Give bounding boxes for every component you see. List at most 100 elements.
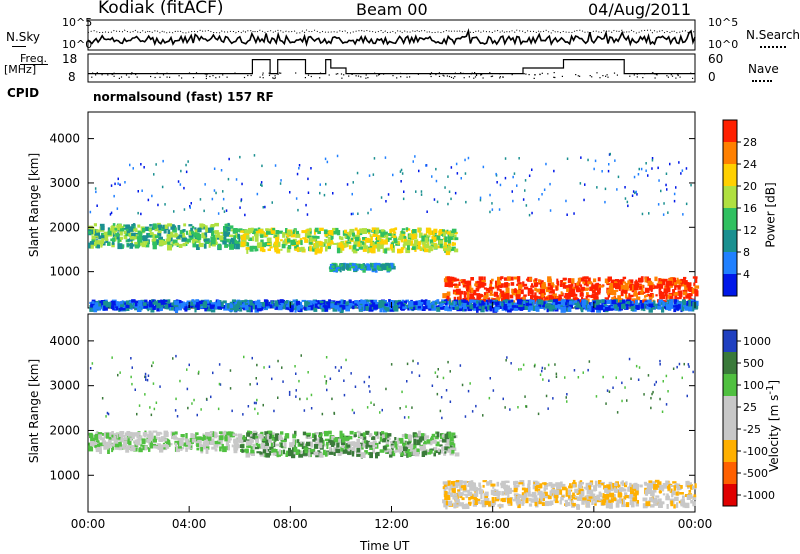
heat-cell (688, 490, 692, 493)
heat-cell (94, 302, 99, 307)
heat-cell (371, 227, 376, 232)
nave-dot (435, 74, 437, 76)
heat-cell (622, 281, 627, 284)
scatter-echo (673, 192, 676, 196)
heat-cell (624, 293, 627, 299)
heat-cell (322, 449, 326, 456)
nave-dot (150, 75, 152, 78)
heat-cell (541, 280, 544, 284)
scatter-echo (504, 157, 507, 160)
scatter-echo (573, 212, 575, 215)
heat-cell (681, 305, 685, 312)
heat-cell (495, 306, 500, 310)
heat-cell (365, 237, 370, 243)
heat-cell (364, 299, 369, 305)
heat-cell (412, 449, 416, 456)
heat-cell (432, 437, 436, 440)
heat-cell (560, 280, 563, 285)
heat-cell (385, 441, 390, 445)
heat-cell (391, 249, 395, 253)
heat-cell (356, 229, 360, 235)
heat-cell (152, 430, 158, 433)
heat-cell (610, 486, 614, 492)
heat-cell (272, 437, 275, 441)
heat-cell (533, 296, 537, 303)
heat-cell (376, 262, 381, 265)
heat-cell (586, 490, 591, 495)
heat-cell (274, 235, 278, 239)
heat-cell (125, 233, 130, 237)
heat-cell (508, 487, 512, 494)
heat-cell (248, 304, 253, 308)
heat-cell (278, 435, 283, 441)
heat-cell (672, 490, 676, 496)
heat-cell (632, 497, 638, 502)
heat-cell (559, 499, 562, 505)
heat-cell (608, 500, 612, 503)
heat-cell (596, 494, 601, 501)
nave-dot (101, 74, 103, 76)
heat-cell (547, 282, 552, 287)
scatter-echo (454, 191, 457, 195)
nave-dot (460, 72, 462, 74)
heat-cell (308, 302, 313, 306)
nave-dot (272, 77, 274, 79)
heat-cell (146, 439, 152, 443)
heat-cell (253, 431, 258, 436)
nave-dot (92, 72, 94, 74)
heat-cell (635, 490, 639, 496)
heat-cell (89, 433, 94, 439)
heat-cell (252, 236, 255, 242)
heat-cell (657, 498, 662, 502)
heat-cell (377, 267, 382, 270)
heat-cell (262, 449, 267, 454)
heat-cell (479, 278, 483, 283)
heat-cell (521, 501, 525, 506)
heat-cell (291, 452, 296, 459)
heat-cell (134, 300, 138, 304)
heat-cell (367, 248, 370, 254)
heat-cell (155, 239, 161, 244)
heat-cell (544, 297, 549, 300)
heat-cell (447, 500, 453, 506)
nsearch-line (87, 29, 696, 34)
heat-cell (688, 293, 693, 297)
heat-cell (588, 485, 591, 490)
scatter-echo (271, 201, 273, 204)
heat-cell (452, 283, 455, 286)
heat-cell (301, 246, 305, 252)
heat-cell (675, 285, 679, 288)
heat-cell (443, 502, 447, 508)
scatter-echo (513, 172, 516, 175)
scatter-echo (137, 211, 139, 215)
heat-cell (231, 431, 234, 436)
heat-cell (444, 240, 447, 246)
heat-cell (615, 502, 620, 508)
heat-cell (559, 284, 563, 287)
heat-cell (93, 305, 97, 311)
heat-cell (172, 234, 178, 238)
heat-cell (482, 484, 485, 488)
heat-cell (374, 267, 378, 273)
heat-cell (267, 449, 270, 452)
heat-cell (687, 480, 690, 487)
heat-cell (107, 230, 112, 236)
heat-cell (606, 299, 612, 305)
heat-cell (120, 306, 125, 309)
heat-cell (346, 231, 349, 234)
heat-cell (497, 491, 501, 496)
heat-cell (500, 276, 504, 279)
heat-cell (550, 306, 552, 310)
heat-cell (184, 237, 187, 242)
scatter-echo (583, 198, 585, 202)
heat-cell (138, 448, 143, 453)
heat-cell (378, 300, 384, 303)
heat-cell (192, 433, 196, 439)
heat-cell (229, 303, 233, 309)
heat-cell (485, 293, 489, 297)
heat-cell (514, 306, 519, 311)
heat-cell (250, 431, 252, 434)
heat-cell (510, 276, 514, 281)
freq-plot (88, 58, 695, 80)
nave-dot (277, 73, 279, 75)
